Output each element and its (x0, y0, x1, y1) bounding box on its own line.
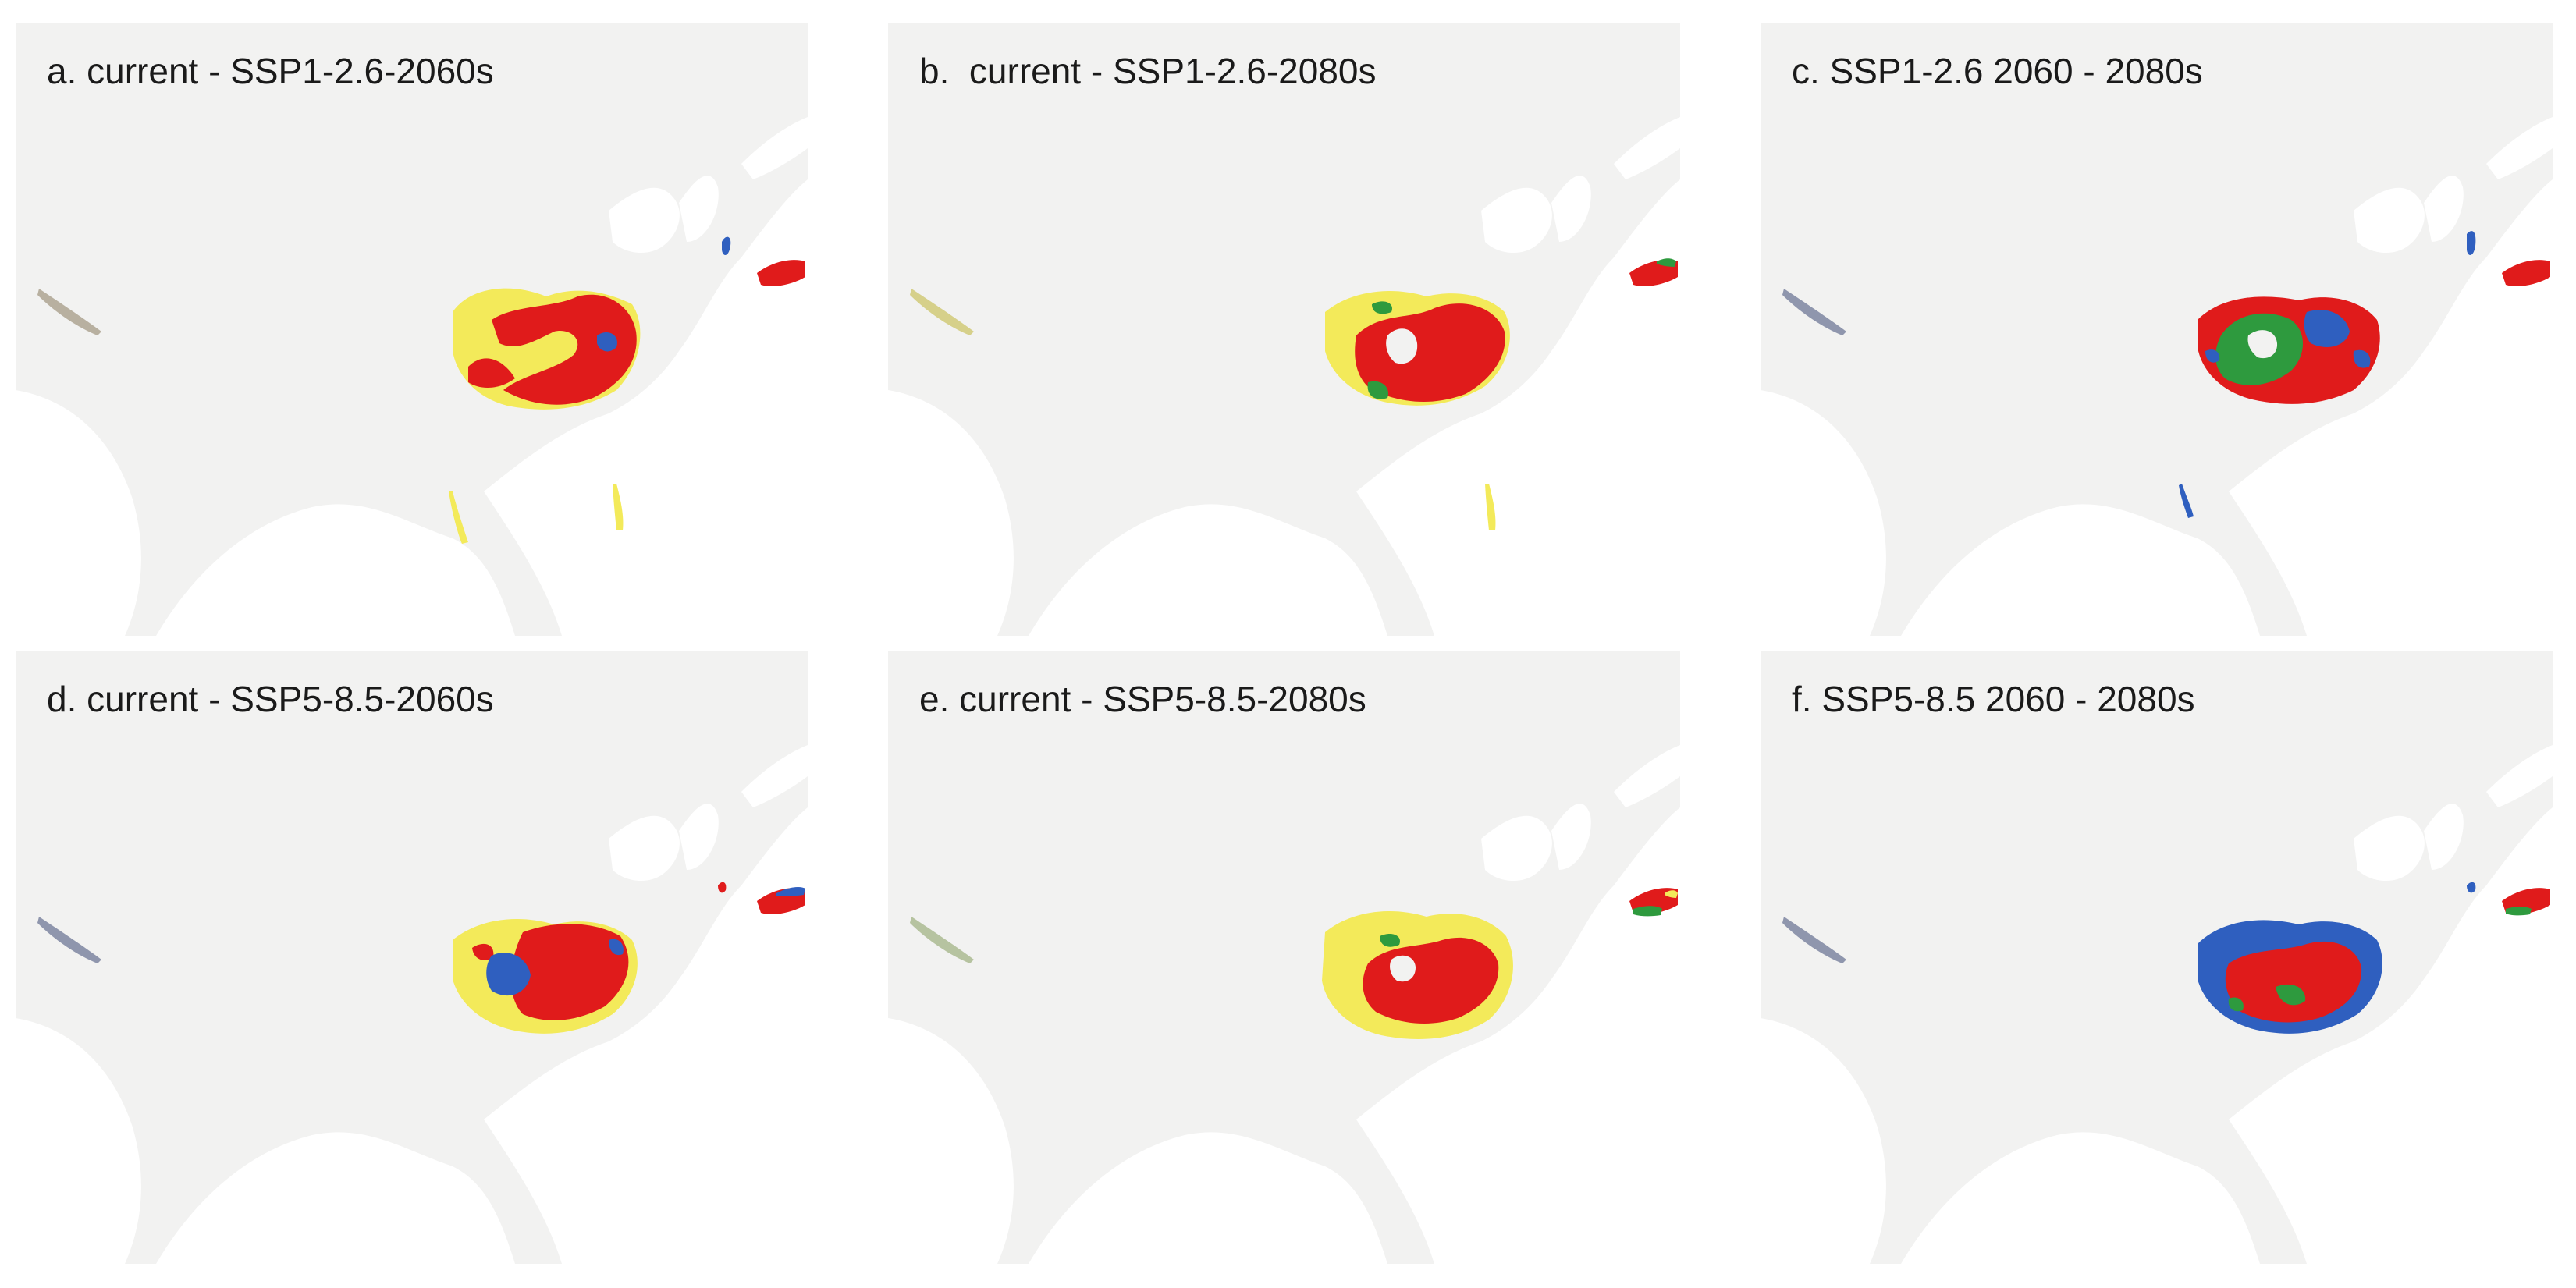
grey-hole (1386, 328, 1418, 364)
red-region (511, 924, 629, 1020)
map-d (16, 745, 808, 1264)
red-region-2 (468, 358, 515, 388)
range-change-overlay (1782, 882, 2550, 1034)
map-a (16, 117, 808, 636)
south-yellow (449, 491, 468, 544)
blue-region-2 (2353, 349, 2371, 368)
ne-green (2506, 907, 2532, 916)
west-strip (1782, 289, 1846, 335)
blue-region (2304, 310, 2350, 347)
sea-areas (16, 117, 808, 636)
grey-hole (2247, 330, 2278, 359)
range-change-overlay (910, 888, 1678, 1040)
red-region-2 (472, 943, 494, 960)
south-yellow-2 (613, 484, 624, 530)
red-region (492, 294, 637, 405)
blue-region (597, 332, 617, 352)
ne-blue (2467, 882, 2476, 893)
west-strip (37, 917, 101, 963)
ne-blue (722, 236, 731, 255)
blue-region-3 (2205, 349, 2220, 363)
map-panel-d: d. current - SSP5-8.5-2060s (16, 651, 808, 1264)
ne-red (2502, 260, 2550, 286)
green-region-2 (2228, 997, 2244, 1012)
sea-areas (888, 117, 1680, 636)
south-blue (2179, 484, 2194, 518)
panel-title-f: f. SSP5-8.5 2060 - 2080s (1792, 679, 2195, 719)
green-region (1380, 934, 1400, 947)
green-region (2276, 984, 2306, 1006)
ne-red (1629, 260, 1678, 286)
panel-title-c: c. SSP1-2.6 2060 - 2080s (1792, 51, 2203, 91)
panel-title-a: a. current - SSP1-2.6-2060s (47, 51, 494, 91)
ne-green (1633, 906, 1662, 917)
map-b (888, 117, 1680, 636)
south-yellow (1485, 484, 1496, 530)
map-panel-f: f. SSP5-8.5 2060 - 2080s (1761, 651, 2553, 1264)
map-panel-e: e. current - SSP5-8.5-2080s (888, 651, 1680, 1264)
west-strip (37, 289, 101, 335)
green-region-2 (1372, 301, 1392, 314)
ne-blue (776, 887, 805, 896)
map-panel-b: b. current - SSP1-2.6-2080s (888, 23, 1680, 636)
range-change-overlay (37, 882, 805, 1034)
panel-title-d: d. current - SSP5-8.5-2060s (47, 679, 494, 719)
range-change-overlay (37, 236, 805, 544)
red-region (2225, 941, 2362, 1023)
sea-areas (1761, 117, 2553, 636)
ne-yellow (1665, 890, 1678, 898)
red-region (1355, 303, 1505, 403)
map-panel-c: c. SSP1-2.6 2060 - 2080s (1761, 23, 2553, 636)
sea-areas (16, 745, 808, 1264)
west-strip (910, 289, 974, 335)
west-strip (910, 917, 974, 963)
blue-region-2 (609, 939, 624, 956)
ne-blue (2467, 231, 2476, 255)
panel-title-b: b. current - SSP1-2.6-2080s (919, 51, 1377, 91)
west-strip (1782, 917, 1846, 963)
sea-areas (1761, 745, 2553, 1264)
ne-red-2 (718, 882, 727, 893)
sea-areas (888, 745, 1680, 1264)
range-change-overlay (910, 258, 1678, 530)
map-f (1761, 745, 2553, 1264)
map-c (1761, 117, 2553, 636)
blue-region (486, 953, 531, 996)
range-change-overlay (1782, 231, 2550, 518)
ne-red (757, 260, 805, 286)
panel-title-e: e. current - SSP5-8.5-2080s (919, 679, 1366, 719)
map-e (888, 745, 1680, 1264)
ne-green (1657, 258, 1676, 267)
green-region (1367, 381, 1388, 399)
map-panel-a: a. current - SSP1-2.6-2060s (16, 23, 808, 636)
grey-hole (1390, 955, 1416, 982)
